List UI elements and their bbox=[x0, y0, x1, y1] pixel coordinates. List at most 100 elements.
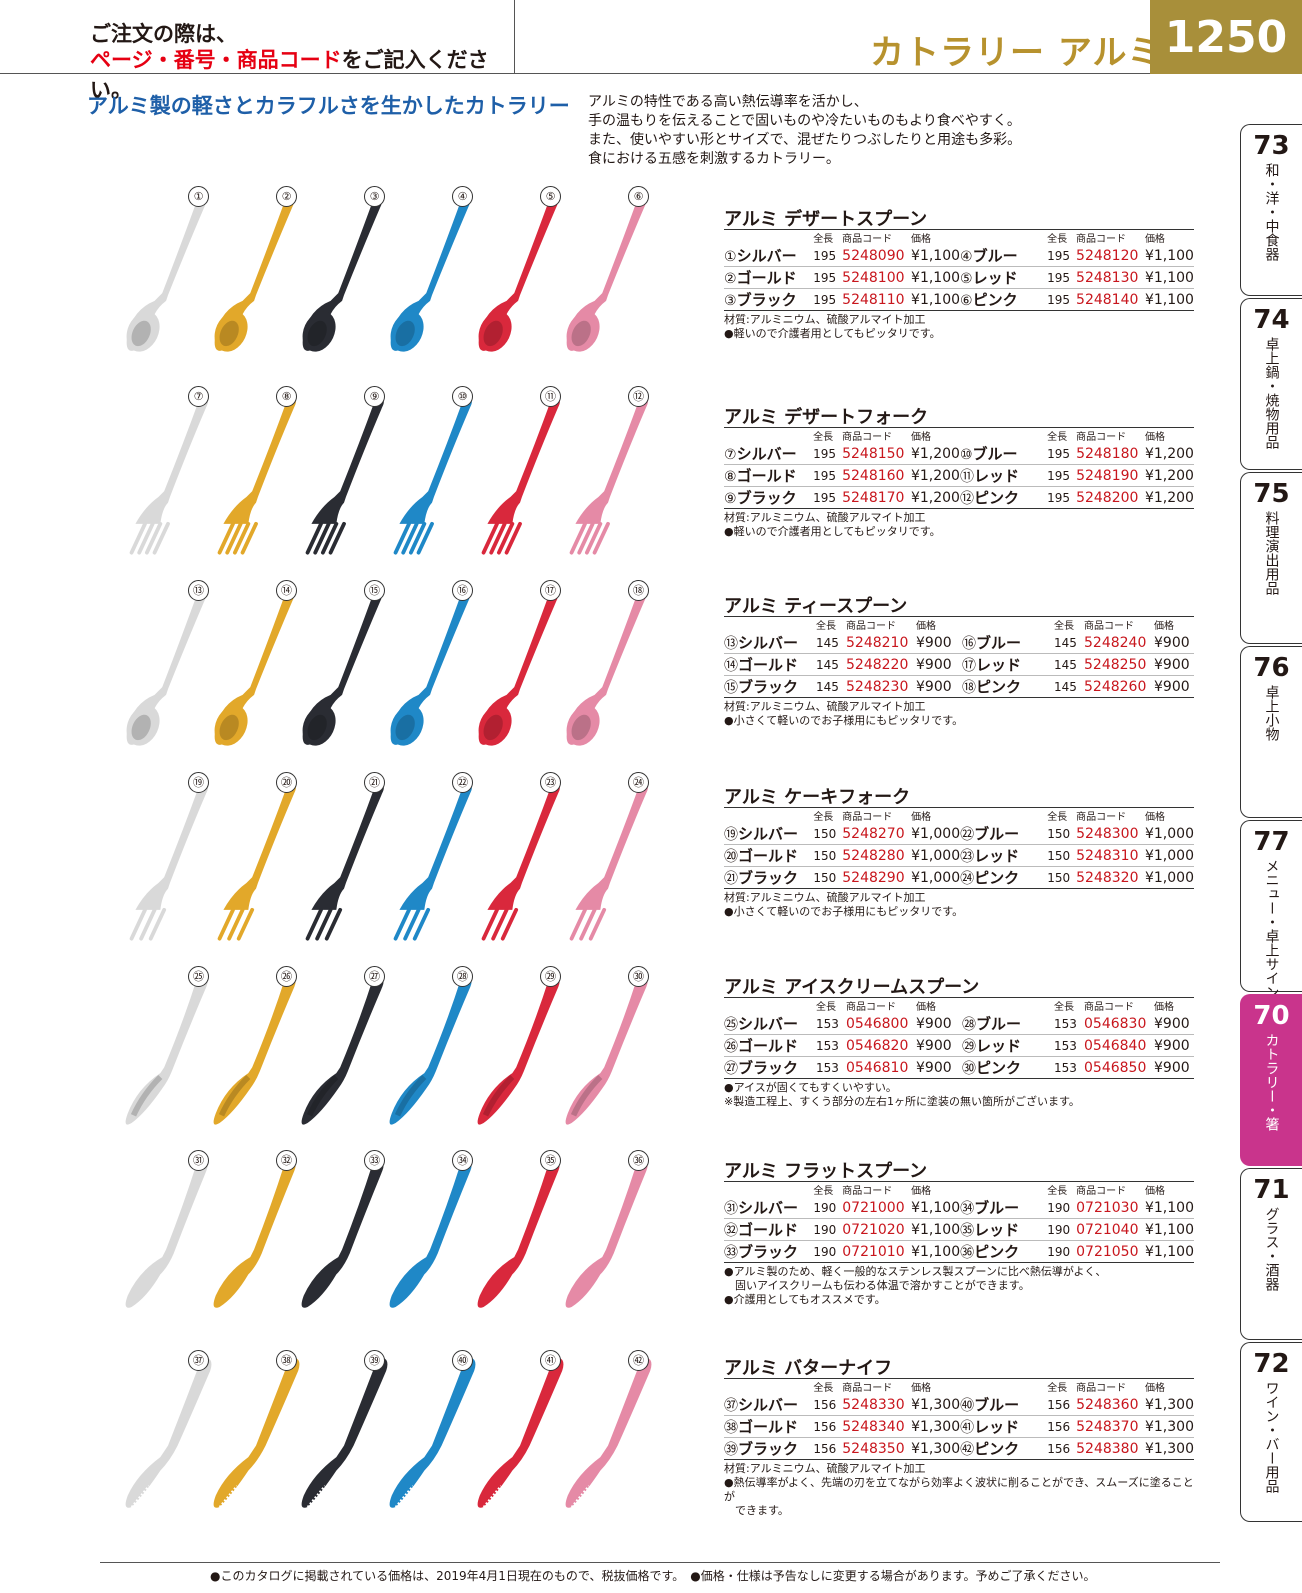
table-row: ㉜ゴールド 190 0721020 ¥1,100 ㉟レッド 190 0721040… bbox=[724, 1218, 1194, 1241]
product-note-line: 材質:アルミニウム、硫酸アルマイト加工 bbox=[724, 700, 926, 713]
index-tab-label: グラス・酒器 bbox=[1263, 1207, 1280, 1291]
index-tab-74[interactable]: 74 卓上鍋・焼物用品 bbox=[1240, 298, 1302, 470]
cutlery-image bbox=[566, 591, 646, 746]
cutlery-image bbox=[217, 783, 296, 941]
variant-name: ブルー bbox=[972, 247, 1018, 265]
cutlery-image bbox=[566, 197, 646, 352]
product-section: アルミ アイスクリームスプーン 全長 商品コード 価格 全長 商品コード 価格 … bbox=[724, 973, 1194, 1109]
variant-price: ¥1,000 bbox=[911, 844, 961, 867]
item-number-badge: ⑱ bbox=[628, 580, 649, 601]
variant-number: ⑤ bbox=[960, 271, 973, 287]
product-note-line: ●熱伝導率がよく、先端の刃を立てながら効率よく波状に削ることができ、スムーズに塗… bbox=[724, 1476, 1194, 1503]
index-tab-71[interactable]: 71 グラス・酒器 bbox=[1240, 1168, 1302, 1340]
table-header-row: 全長 商品コード 価格 全長 商品コード 価格 bbox=[724, 1379, 1194, 1394]
cutlery-image bbox=[478, 197, 558, 352]
variant-number: ㉞ bbox=[960, 1201, 975, 1217]
col-header-length: 全長 bbox=[1054, 621, 1074, 632]
variant-code: 5248120 bbox=[1076, 245, 1145, 267]
intro-text: アルミの特性である高い熱伝導率を活かし、 手の温もりを伝えることで固いものや冷た… bbox=[588, 93, 1058, 169]
index-tab-label: 卓上小物 bbox=[1263, 685, 1280, 741]
table-row: ⑳ゴールド 150 5248280 ¥1,000 ㉓レッド 150 5248310… bbox=[724, 844, 1194, 867]
variant-code: 5248140 bbox=[1076, 288, 1145, 311]
product-title: アルミ アイスクリームスプーン bbox=[724, 973, 1194, 998]
variant-name-cell: ㉕シルバー bbox=[724, 1013, 816, 1035]
col-header-price: 価格 bbox=[916, 621, 936, 632]
variant-number: ⑲ bbox=[724, 827, 738, 843]
index-tab-70[interactable]: 70 カトラリー・箸 bbox=[1240, 994, 1302, 1166]
product-image-flat-black: ㉝ bbox=[298, 1150, 386, 1325]
variant-name-cell: ④ブルー bbox=[960, 245, 1048, 267]
variant-name: ピンク bbox=[972, 291, 1018, 309]
table-header-row: 全長 商品コード 価格 全長 商品コード 価格 bbox=[724, 998, 1194, 1013]
variant-name-cell: ㉜ゴールド bbox=[724, 1218, 814, 1241]
col-header-length: 全長 bbox=[1047, 432, 1068, 443]
index-tab-label: カトラリー・箸 bbox=[1263, 1033, 1280, 1131]
cutlery-image bbox=[393, 397, 472, 555]
variant-length: 153 bbox=[816, 1056, 846, 1079]
item-number-badge: ⑦ bbox=[188, 386, 209, 407]
cutlery-image bbox=[477, 975, 560, 1125]
variant-number: ㉜ bbox=[724, 1223, 738, 1239]
variant-length: 150 bbox=[1047, 844, 1077, 867]
product-notes: 材質:アルミニウム、硫酸アルマイト加工 ●小さくて軽いのでお子様用にもピッタリです… bbox=[724, 891, 1194, 919]
product-image-ice-silver: ㉕ bbox=[122, 966, 210, 1141]
cutlery-image bbox=[302, 197, 382, 352]
variant-length: 156 bbox=[813, 1437, 843, 1460]
cutlery-image bbox=[393, 783, 472, 941]
col-header-price: 価格 bbox=[911, 1383, 932, 1394]
variant-price: ¥1,200 bbox=[910, 464, 960, 487]
order-notice-rest: をご記入ください。 bbox=[90, 48, 489, 102]
variant-length: 195 bbox=[1047, 443, 1077, 465]
variant-code: 5248160 bbox=[842, 464, 911, 487]
variant-length: 153 bbox=[816, 1013, 846, 1035]
variant-number: ⑭ bbox=[724, 658, 738, 674]
col-header-code: 商品コード bbox=[1084, 621, 1134, 632]
product-image-knife-red: ㊶ bbox=[474, 1350, 564, 1525]
item-number-badge: ⑯ bbox=[452, 580, 473, 601]
index-tab-72[interactable]: 72 ワイン・バー用品 bbox=[1240, 1342, 1302, 1522]
intro-line: 食における五感を刺激するカトラリー。 bbox=[588, 151, 840, 167]
variant-number: ⑱ bbox=[962, 680, 976, 696]
cutlery-image bbox=[213, 1159, 296, 1308]
item-number-badge: ⑮ bbox=[364, 580, 385, 601]
product-image-spoon-red: ⑤ bbox=[474, 186, 562, 361]
product-image-cakefork-pink: ㉔ bbox=[562, 772, 650, 947]
variant-name-cell: ③ブラック bbox=[724, 288, 814, 311]
product-image-knife-blue: ㊵ bbox=[386, 1350, 476, 1525]
product-note-line: ●アルミ製のため、軽く一般的なステンレス製スプーンに比べ熱伝導がよく、 bbox=[724, 1265, 1107, 1278]
product-image-spoon-red: ⑰ bbox=[474, 580, 562, 755]
item-number-badge: ㉕ bbox=[188, 966, 209, 987]
variant-length: 156 bbox=[813, 1415, 843, 1438]
item-number-badge: ㉗ bbox=[364, 966, 385, 987]
variant-number: ⑧ bbox=[724, 469, 737, 485]
table-header-row: 全長 商品コード 価格 全長 商品コード 価格 bbox=[724, 808, 1194, 823]
index-tab-77[interactable]: 77 メニュー・卓上サイン bbox=[1240, 820, 1302, 999]
table-header-row: 全長 商品コード 価格 全長 商品コード 価格 bbox=[724, 428, 1194, 443]
index-tab-76[interactable]: 76 卓上小物 bbox=[1240, 646, 1302, 818]
item-number-badge: ⑩ bbox=[452, 386, 473, 407]
item-number-badge: ⑭ bbox=[276, 580, 297, 601]
cutlery-image bbox=[126, 591, 206, 746]
cutlery-image bbox=[214, 197, 294, 352]
cutlery-image bbox=[477, 1159, 560, 1308]
variant-length: 153 bbox=[1054, 1013, 1084, 1035]
cutlery-image bbox=[569, 397, 648, 555]
product-title: アルミ デザートスプーン bbox=[724, 205, 1194, 230]
index-tab-number: 71 bbox=[1253, 1175, 1290, 1205]
variant-name-cell: ㉘ブルー bbox=[962, 1013, 1054, 1035]
index-tab-75[interactable]: 75 料理演出用品 bbox=[1240, 472, 1302, 644]
variant-name: シルバー bbox=[738, 825, 799, 843]
variant-name-cell: ⑦シルバー bbox=[724, 443, 814, 465]
variant-price: ¥1,200 bbox=[1144, 486, 1194, 509]
variant-name: ゴールド bbox=[736, 269, 797, 287]
product-image-flat-red: ㉟ bbox=[474, 1150, 562, 1325]
table-row: ⑬シルバー 145 5248210 ¥900 ⑯ブルー 145 5248240 ¥… bbox=[724, 632, 1194, 654]
variant-name: ピンク bbox=[974, 1243, 1020, 1261]
cutlery-image bbox=[125, 1357, 212, 1508]
cutlery-image bbox=[390, 591, 470, 746]
variant-name: ピンク bbox=[976, 678, 1022, 696]
index-tab-number: 73 bbox=[1253, 131, 1290, 161]
index-tab-73[interactable]: 73 和・洋・中食器 bbox=[1240, 124, 1302, 296]
product-image-ice-pink: ㉚ bbox=[562, 966, 650, 1141]
variant-price: ¥1,300 bbox=[911, 1437, 961, 1460]
